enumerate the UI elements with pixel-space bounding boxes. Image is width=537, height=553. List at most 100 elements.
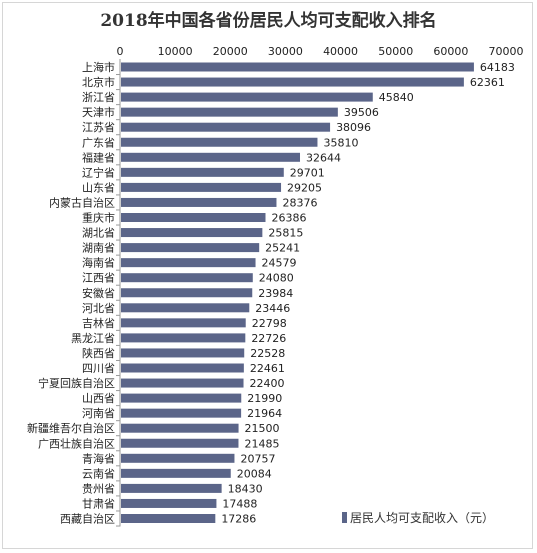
category-label: 青海省	[82, 451, 115, 465]
bar	[121, 122, 331, 132]
bar	[121, 62, 474, 72]
value-label: 29701	[290, 166, 325, 179]
value-label: 21500	[245, 422, 280, 435]
value-label: 17488	[222, 497, 257, 510]
category-label: 四川省	[82, 362, 115, 375]
bar	[121, 514, 216, 523]
category-label: 北京市	[82, 75, 115, 89]
value-label: 22726	[251, 332, 286, 345]
bar	[121, 182, 282, 192]
x-tick-label: 50000	[378, 45, 413, 58]
value-label: 32644	[306, 151, 341, 164]
category-label: 河北省	[82, 302, 115, 315]
x-tick-label: 10000	[158, 45, 193, 58]
value-label: 21964	[247, 407, 282, 420]
legend-label: 居民人均可支配收入（元）	[350, 511, 494, 525]
bar	[121, 197, 277, 207]
value-label: 17286	[221, 513, 256, 526]
bar	[121, 107, 338, 117]
bar	[121, 393, 242, 403]
value-label: 22798	[252, 317, 287, 330]
category-label: 安徽省	[82, 286, 115, 300]
bar	[121, 152, 301, 162]
value-label: 22528	[250, 347, 285, 360]
bar	[121, 288, 253, 298]
category-label: 甘肃省	[82, 497, 115, 510]
legend-swatch	[342, 512, 347, 523]
bar	[121, 92, 373, 102]
value-label: 21990	[247, 392, 282, 405]
category-label: 重庆市	[82, 211, 115, 225]
bar	[121, 273, 253, 283]
category-label: 辽宁省	[82, 165, 115, 179]
category-label: 内蒙古自治区	[49, 195, 115, 209]
value-label: 25815	[268, 227, 303, 240]
value-label: 22400	[250, 377, 285, 390]
bar	[121, 137, 318, 147]
category-label: 陕西省	[82, 346, 115, 360]
category-label: 云南省	[82, 467, 115, 480]
value-label: 23446	[255, 302, 290, 315]
category-label: 海南省	[82, 256, 115, 270]
chart-title: 2018年中国各省份居民人均可支配收入排名	[100, 11, 437, 31]
category-label: 浙江省	[82, 91, 115, 104]
value-label: 20757	[240, 452, 275, 465]
category-label: 湖南省	[82, 242, 115, 255]
category-label: 广西壮族自治区	[38, 436, 115, 450]
bar	[121, 77, 464, 87]
bar	[121, 213, 266, 222]
bar	[121, 303, 250, 313]
category-label: 贵州省	[82, 482, 115, 495]
value-label: 26386	[271, 212, 306, 225]
value-label: 45840	[379, 91, 414, 104]
category-label: 新疆维吾尔自治区	[27, 421, 115, 435]
category-label: 西藏自治区	[60, 512, 115, 526]
category-label: 上海市	[82, 60, 115, 74]
x-tick-label: 0	[117, 45, 124, 58]
bar	[121, 453, 235, 463]
category-label: 吉林省	[82, 316, 115, 330]
value-label: 23984	[258, 287, 293, 300]
x-tick-label: 20000	[213, 45, 248, 58]
value-label: 38096	[336, 121, 371, 134]
value-label: 35810	[323, 136, 358, 149]
bar	[121, 438, 239, 448]
bar	[121, 167, 284, 177]
bar	[121, 258, 256, 268]
bar	[121, 363, 244, 373]
value-label: 24080	[259, 272, 294, 285]
category-label: 河南省	[82, 407, 115, 420]
bar	[121, 408, 242, 418]
bar	[121, 348, 245, 358]
category-label: 江西省	[82, 272, 115, 285]
x-tick-label: 40000	[323, 45, 358, 58]
x-tick-label: 60000	[433, 45, 468, 58]
category-label: 福建省	[82, 150, 115, 164]
x-tick-label: 30000	[268, 45, 303, 58]
value-label: 20084	[237, 467, 272, 480]
bar	[121, 498, 217, 508]
bar	[121, 243, 260, 253]
category-label: 宁夏回族自治区	[38, 376, 115, 390]
x-tick-label: 70000	[489, 45, 524, 58]
value-label: 62361	[470, 76, 505, 89]
bar	[121, 228, 263, 238]
category-label: 山东省	[82, 181, 115, 194]
value-label: 25241	[265, 242, 300, 255]
value-label: 21485	[244, 437, 279, 450]
bar	[121, 468, 231, 478]
category-label: 湖北省	[82, 227, 115, 240]
bar	[121, 318, 246, 328]
value-label: 24579	[262, 257, 297, 270]
value-label: 64183	[480, 61, 515, 74]
category-label: 山西省	[82, 392, 115, 405]
bar	[121, 333, 246, 343]
bar	[121, 423, 239, 433]
category-label: 黑龙江省	[71, 332, 115, 345]
value-label: 22461	[250, 362, 285, 375]
category-label: 天津市	[82, 105, 115, 119]
category-label: 广东省	[82, 136, 115, 149]
value-label: 28376	[282, 196, 317, 209]
bar	[121, 378, 244, 388]
